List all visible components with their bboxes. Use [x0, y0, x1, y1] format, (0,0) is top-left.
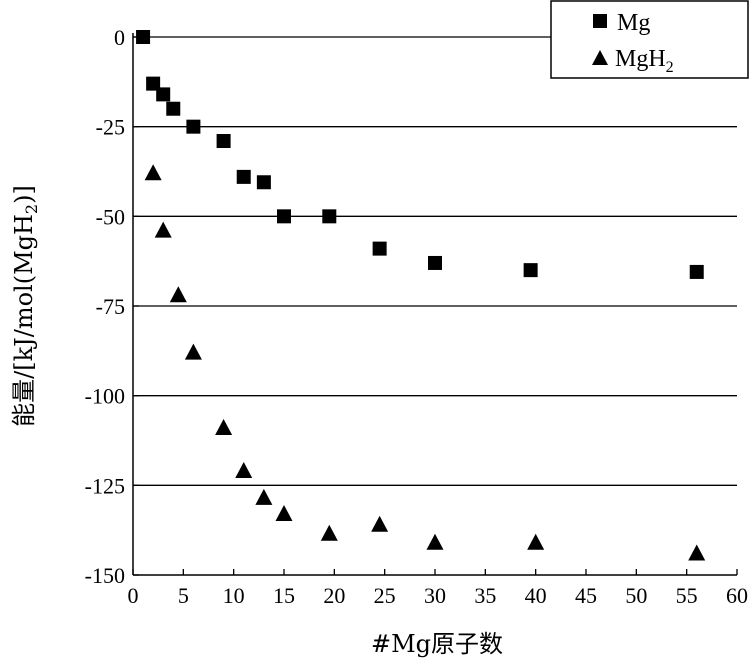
- x-tick-label: 50: [625, 583, 647, 608]
- data-point-mg: [277, 209, 291, 224]
- y-tick-label: -100: [85, 384, 125, 409]
- data-point-mg: [256, 175, 271, 190]
- x-tick-label: 45: [575, 583, 597, 608]
- data-point-mgh2: [255, 488, 273, 505]
- x-tick-label: 10: [223, 583, 245, 608]
- data-point-mg: [166, 101, 181, 116]
- data-point-mgh2: [144, 164, 162, 181]
- data-point-mgh2: [275, 505, 293, 522]
- data-point-mgh2: [688, 544, 706, 561]
- x-tick-label: 55: [676, 583, 698, 608]
- data-point-mg: [428, 255, 442, 270]
- y-axis-title-sub: 2: [22, 204, 41, 214]
- data-point-mg: [136, 30, 151, 44]
- y-tick-label: -25: [96, 115, 125, 140]
- x-tick-label: 30: [424, 583, 446, 608]
- x-tick-label: 15: [273, 583, 295, 608]
- data-point-mg: [523, 263, 538, 278]
- x-tick-label: 60: [726, 583, 748, 608]
- legend-label-mgh2-base: MgH: [615, 46, 666, 72]
- data-point-mg: [186, 119, 201, 134]
- x-tick-label: 0: [128, 583, 139, 608]
- x-tick-label: 25: [374, 583, 396, 608]
- data-point-mgh2: [169, 286, 187, 303]
- data-point-mgh2: [154, 221, 172, 238]
- data-point-mgh2: [235, 461, 253, 478]
- data-point-mg: [146, 76, 161, 91]
- data-point-mg: [322, 209, 337, 224]
- x-axis-title: #Mg原子数: [371, 630, 503, 658]
- data-point-mg: [236, 169, 251, 184]
- data-point-mgh2: [215, 418, 233, 435]
- data-point-mgh2: [527, 533, 545, 550]
- data-point-mg: [372, 241, 387, 256]
- y-tick-label: -125: [85, 473, 125, 498]
- y-axis-title: 能量/[kJ/mol(MgH2)]: [10, 185, 41, 427]
- y-axis-title-end: )]: [10, 185, 38, 204]
- legend-label-mg: Mg: [617, 10, 650, 36]
- y-tick-label: -50: [96, 204, 125, 229]
- data-point-mgh2: [320, 524, 338, 541]
- data-point-mgh2: [426, 533, 444, 550]
- legend-label-mgh2: MgH2: [615, 46, 674, 76]
- x-tick-label: 40: [525, 583, 547, 608]
- legend-marker-mgh2: [592, 50, 608, 65]
- x-tick-label: 35: [474, 583, 496, 608]
- y-tick-label: -150: [85, 563, 125, 588]
- data-point-mgh2: [184, 343, 202, 360]
- data-point-mg: [156, 87, 171, 102]
- y-tick-label: 0: [114, 25, 125, 50]
- legend: Mg MgH2: [550, 0, 749, 79]
- data-point-mg: [689, 264, 704, 279]
- data-point-mgh2: [371, 515, 389, 532]
- legend-label-mgh2-sub: 2: [666, 59, 674, 76]
- legend-box: [550, 0, 749, 79]
- data-point-mg: [216, 134, 231, 149]
- y-tick-label: -75: [96, 294, 125, 319]
- axes: 0 5 10 15 20 25 30 35 40 45 50 55 60 0 -25 -50 -75 -100 -1…: [85, 25, 748, 608]
- x-tick-label: 20: [323, 583, 345, 608]
- y-axis-title-main: 能量/[kJ/mol(MgH: [10, 214, 38, 427]
- x-tick-label: 5: [178, 583, 189, 608]
- data-points: [136, 30, 706, 561]
- legend-marker-mg: [593, 14, 607, 28]
